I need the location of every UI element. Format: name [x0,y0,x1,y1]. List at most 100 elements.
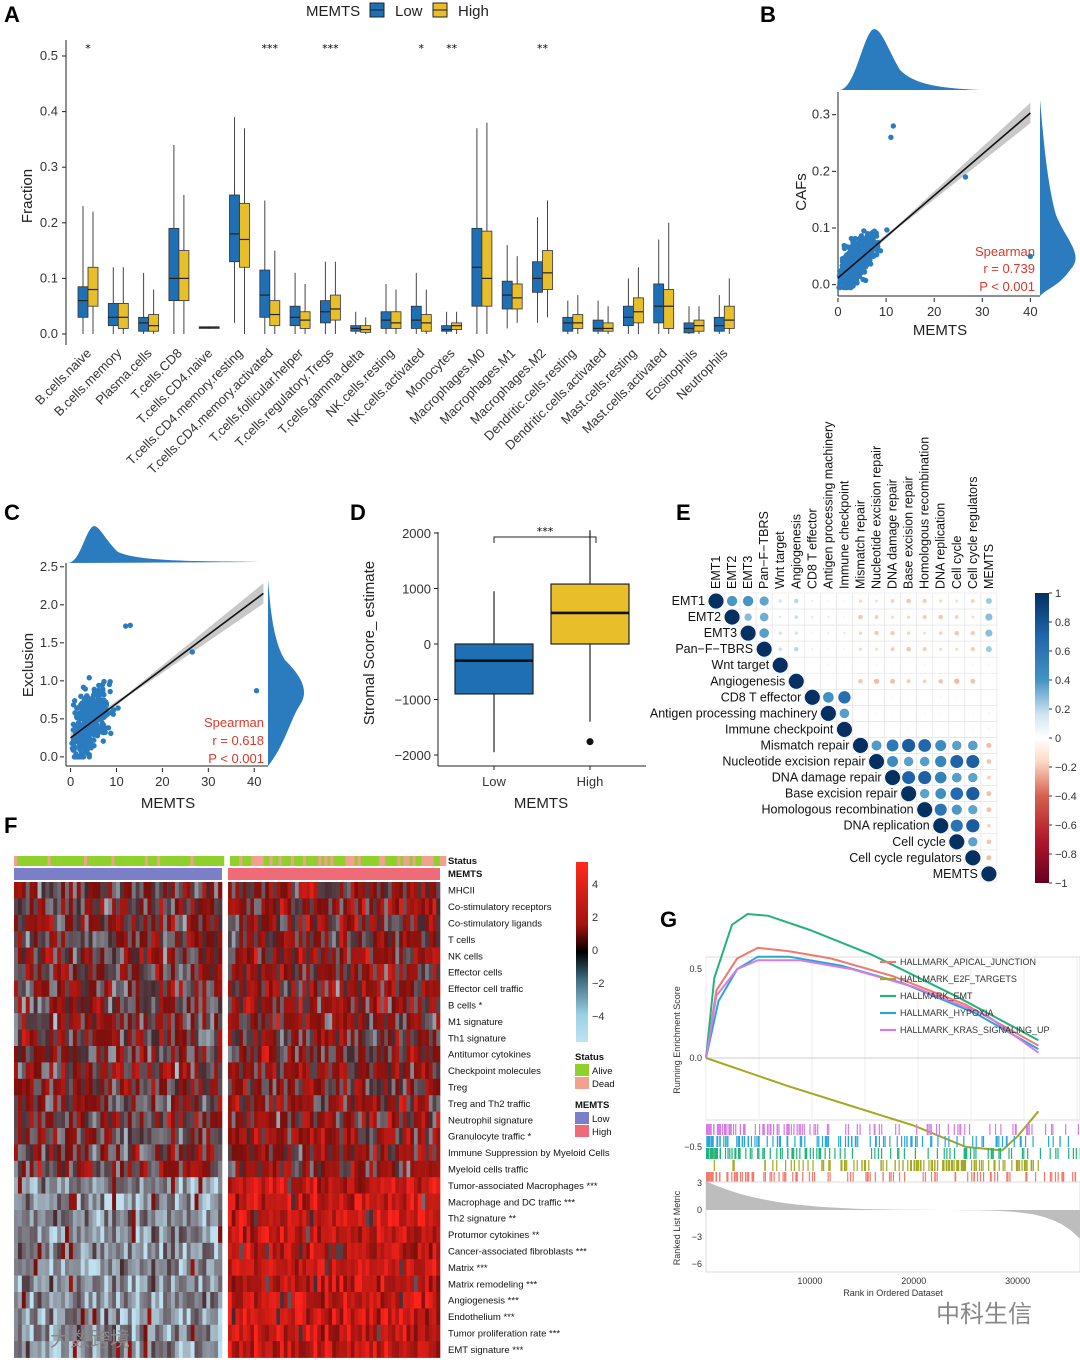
heat-cell [347,1341,352,1358]
significance-mark: * [85,42,91,55]
heat-cell [257,882,262,899]
heat-cell [387,1341,392,1358]
heat-cell [116,1095,121,1112]
heat-cell [421,1341,426,1358]
heat-cell [332,1062,337,1080]
heat-cell [257,1226,262,1244]
heat-cell [283,947,288,965]
heat-cell [391,1013,396,1030]
heat-cell [139,1013,144,1030]
heat-cell [119,1144,125,1162]
heat-cell [399,1292,404,1309]
heat-cell [313,1193,318,1211]
heat-cell [317,1210,322,1227]
heat-cell [45,1308,50,1326]
heat-cell [335,1177,340,1194]
heat-cell [57,898,62,916]
heat-cell [291,1128,296,1145]
heat-cell [112,1292,117,1309]
heat-cell [421,1046,426,1063]
box-high [239,128,250,334]
data-point [253,688,260,694]
heat-cell [49,996,54,1014]
heat-cell [202,1046,207,1063]
heat-cell [373,1226,378,1244]
heat-cell [14,1275,19,1293]
heat-cell [37,1095,42,1112]
heat-cell [21,1210,27,1227]
corr-circle [939,696,942,699]
heat-cell [358,1341,363,1358]
corr-circle [939,712,942,715]
heat-cell [436,1029,441,1047]
heat-cell [365,1341,370,1358]
heat-cell [302,1062,307,1080]
status-cell [336,856,340,866]
corr-circle [938,614,943,620]
corr-circle [987,728,991,731]
heat-cell [186,1259,191,1276]
status-cell [315,856,319,866]
heat-cell [421,947,426,965]
heat-cell [119,1210,125,1227]
heat-cell [198,1062,203,1080]
heat-cell [257,1275,262,1293]
heat-cell [354,980,359,998]
heat-cell [68,980,74,998]
heat-cell [231,947,236,965]
heat-cell [155,1128,160,1145]
heat-cell [287,1144,292,1162]
heat-cell [343,1193,348,1211]
hit-mark [808,1172,811,1183]
heat-cell [119,1111,125,1129]
heat-cell [239,1144,244,1162]
heat-cell [328,964,333,981]
panel-c-density-right [268,580,305,766]
heat-cell [417,1177,422,1194]
heat-cell [402,1193,407,1211]
heat-cell [119,898,125,916]
heat-cell [41,1111,46,1129]
heat-cell [406,1013,411,1030]
heat-cell [417,882,422,899]
heat-cell [76,1177,82,1194]
heat-cell [373,1160,378,1178]
box-body [511,283,523,310]
heat-cell [88,964,93,981]
heat-cell [147,1095,152,1112]
heat-cell [246,1095,251,1112]
heat-cell [235,1210,240,1227]
heat-row-label: Tumor proliferation rate *** [448,1329,560,1340]
data-point [849,280,856,286]
status-cell [403,856,407,866]
heat-cell [68,1078,74,1096]
heat-cell [61,1046,66,1063]
heat-cell [239,980,244,998]
heat-cell [335,1062,340,1080]
heat-cell [76,1341,82,1358]
heat-cell [21,1292,27,1309]
heat-cell [425,1210,430,1227]
heat-cell [380,1095,385,1112]
data-point [852,270,858,277]
heat-cell [139,980,144,998]
heat-cell [432,1062,437,1080]
heat-cell [391,1029,396,1047]
heat-cell [198,1128,203,1145]
significance-mark: ** [537,42,549,55]
status-cell [80,856,85,866]
heat-cell [182,1292,187,1309]
heat-cell [178,882,184,899]
heat-cell [387,1078,392,1096]
heat-cell [421,1062,426,1080]
colorbar-tick-label: 4 [592,879,598,891]
panel-f-colorbar-ticks: 420−2−4 [592,879,605,1023]
heat-cell [354,1292,359,1309]
heat-cell [92,1160,97,1178]
heat-cell [436,1160,441,1178]
heat-cell [343,1078,348,1096]
heat-cell [127,1226,133,1244]
heat-cell [417,1341,422,1358]
heat-cell [268,898,273,916]
heat-cell [261,1210,266,1227]
